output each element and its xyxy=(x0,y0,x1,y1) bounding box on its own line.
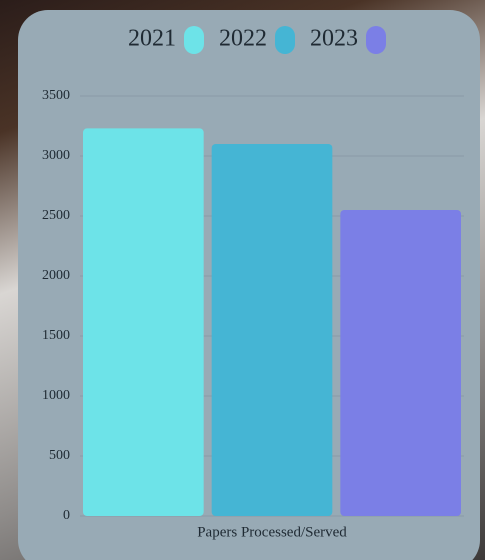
x-tick-label: Papers Processed/Served xyxy=(197,524,347,540)
legend-label: 2023 xyxy=(310,26,358,52)
bar xyxy=(340,210,461,516)
y-tick-label: 3000 xyxy=(42,148,70,163)
y-tick-label: 1000 xyxy=(42,388,70,403)
y-tick-label: 500 xyxy=(49,448,70,463)
legend-swatch xyxy=(184,26,204,54)
legend-label: 2021 xyxy=(128,26,176,52)
y-tick-label: 0 xyxy=(63,508,70,523)
y-tick-label: 2500 xyxy=(42,208,70,223)
y-tick-label: 1500 xyxy=(42,328,70,343)
y-tick-label: 2000 xyxy=(42,268,70,283)
legend-label: 2022 xyxy=(219,26,267,52)
bar xyxy=(83,128,204,516)
legend-swatch xyxy=(275,26,295,54)
legend-swatch xyxy=(366,26,386,54)
bar xyxy=(211,144,333,516)
y-tick-label: 3500 xyxy=(42,88,70,103)
